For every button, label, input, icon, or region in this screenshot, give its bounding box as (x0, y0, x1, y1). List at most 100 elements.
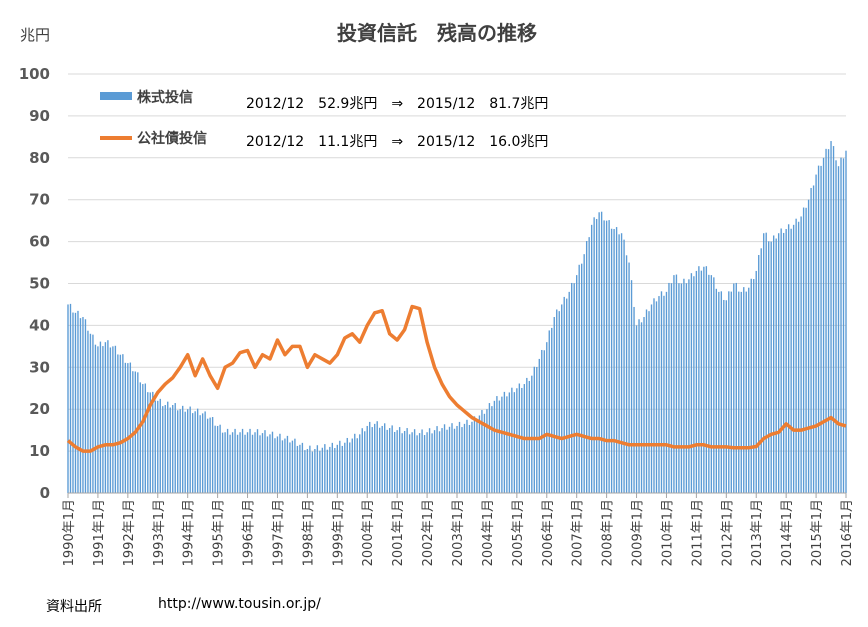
bar (568, 291, 570, 493)
bar (376, 421, 378, 493)
bar (583, 254, 585, 493)
source-label: 資料出所 (46, 599, 102, 615)
bar (777, 233, 780, 493)
bar (563, 296, 565, 493)
bar (226, 428, 229, 493)
bar (152, 391, 154, 493)
bar (281, 440, 284, 493)
bar (191, 413, 194, 493)
source-url[interactable]: http://www.tousin.or.jp/ (158, 596, 321, 612)
bar (179, 409, 181, 493)
bar (845, 150, 847, 493)
bar (82, 317, 84, 493)
bar (401, 433, 403, 493)
bar (139, 382, 141, 493)
bar (605, 220, 608, 493)
y-tick-label: 60 (29, 233, 50, 251)
bar (189, 406, 191, 493)
bar (184, 411, 186, 493)
bar (423, 435, 426, 493)
x-tick-label: 1993年1月 (152, 499, 167, 566)
bar (738, 291, 740, 493)
bar (428, 428, 431, 493)
bar (526, 377, 528, 493)
bar (842, 158, 845, 493)
bar (770, 241, 772, 493)
bar (668, 282, 670, 493)
bar (618, 234, 620, 493)
bar (511, 387, 513, 493)
bar (239, 432, 241, 493)
bar (311, 451, 314, 493)
bar (807, 199, 810, 493)
bar (797, 221, 800, 493)
bar (199, 415, 201, 493)
bar (713, 277, 715, 493)
bar (715, 288, 718, 493)
bar (246, 432, 249, 493)
bar (294, 438, 296, 493)
x-tick-label: 2010年1月 (660, 499, 675, 566)
bar (169, 407, 171, 493)
bar (483, 413, 486, 493)
bar (369, 421, 371, 493)
bar (306, 449, 309, 493)
bar (792, 224, 795, 493)
bar (827, 149, 830, 493)
bar (251, 434, 254, 493)
bar (446, 429, 448, 493)
x-axis-ticks: 1990年1月 1991年1月 1992年1月 1993年1月 1994年1月 1995年… (62, 493, 855, 566)
legend-swatch-stock (100, 92, 132, 100)
bar (491, 406, 493, 493)
bar (249, 428, 251, 493)
bar (655, 301, 658, 493)
bar (782, 232, 785, 493)
bar (805, 207, 807, 493)
bar (536, 367, 538, 493)
bar (773, 235, 775, 494)
bar (244, 434, 246, 493)
bar (543, 350, 545, 493)
bar (89, 333, 92, 493)
bar (351, 438, 353, 493)
bar (299, 444, 301, 493)
bar (645, 309, 648, 493)
bar (653, 298, 655, 493)
bar (573, 283, 575, 493)
bar (750, 278, 752, 493)
bar (640, 322, 643, 493)
bar (521, 387, 523, 493)
bar (361, 428, 363, 493)
bar (630, 280, 633, 493)
bar (321, 447, 324, 493)
bar (693, 276, 695, 493)
bar (608, 220, 610, 493)
bar (755, 270, 757, 493)
y-tick-label: 70 (29, 191, 50, 209)
bar (800, 216, 802, 493)
bar (790, 228, 792, 493)
bar (304, 450, 306, 493)
x-tick-label: 1994年1月 (182, 499, 197, 566)
x-tick-label: 2016年1月 (840, 499, 855, 566)
y-tick-label: 30 (29, 358, 50, 376)
bar (172, 405, 174, 493)
bar (329, 446, 331, 493)
bar (236, 434, 239, 493)
bar (496, 396, 498, 493)
bar (413, 429, 416, 493)
bar (566, 298, 568, 493)
bar (221, 432, 224, 493)
x-tick-label: 1995年1月 (212, 499, 227, 566)
bar (149, 392, 151, 493)
bar (698, 266, 700, 493)
bar (371, 427, 373, 493)
bar (206, 418, 209, 493)
bar (768, 241, 770, 493)
bar (610, 228, 613, 493)
bar (209, 417, 211, 493)
bar (673, 275, 675, 493)
bar (658, 296, 660, 493)
bar (269, 434, 271, 493)
